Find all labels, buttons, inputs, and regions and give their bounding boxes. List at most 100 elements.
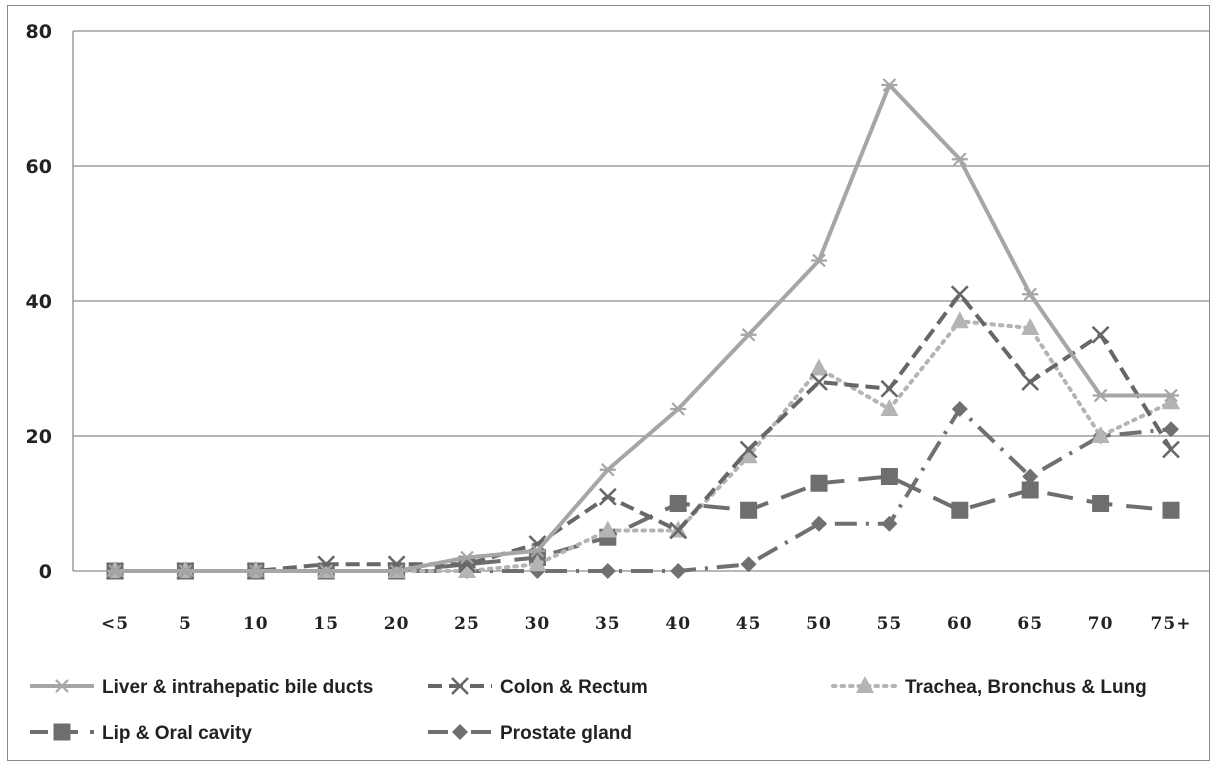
y-tick-label: 40 bbox=[26, 291, 52, 313]
data-point bbox=[1163, 388, 1179, 403]
data-point bbox=[1162, 392, 1180, 410]
legend-marker bbox=[53, 723, 71, 741]
x-tick-label: 60 bbox=[947, 614, 973, 634]
data-point bbox=[1163, 421, 1179, 438]
data-point bbox=[740, 501, 758, 519]
series-5 bbox=[107, 401, 1179, 579]
data-point bbox=[177, 564, 194, 578]
legend-label: Prostate gland bbox=[500, 723, 632, 744]
x-tick-label: 20 bbox=[384, 614, 410, 634]
data-point bbox=[1091, 426, 1110, 443]
series-line bbox=[115, 407, 1172, 573]
x-tick-label: 10 bbox=[243, 614, 269, 634]
series-line bbox=[115, 474, 1172, 573]
data-point bbox=[951, 401, 968, 417]
data-point bbox=[1021, 318, 1040, 335]
data-point bbox=[951, 152, 968, 167]
data-point bbox=[951, 501, 969, 519]
data-point bbox=[670, 402, 687, 416]
series-line bbox=[115, 83, 1171, 573]
data-point bbox=[811, 253, 827, 268]
legend-item: Prostate gland bbox=[428, 723, 632, 744]
x-tick-label: 5 bbox=[179, 614, 192, 634]
x-axis-ticks: <5 5 10 15 20 25 30 35 40 45 50 55 60 65 70 75+ bbox=[101, 614, 1192, 634]
series-4 bbox=[106, 468, 1180, 580]
data-point bbox=[599, 462, 616, 477]
data-point bbox=[107, 564, 123, 578]
x-tick-label: 45 bbox=[736, 614, 762, 634]
x-tick-label: 65 bbox=[1017, 614, 1043, 634]
x-tick-label: 55 bbox=[877, 614, 903, 634]
data-point bbox=[739, 446, 758, 464]
data-point bbox=[1092, 388, 1109, 403]
series-layer bbox=[106, 78, 1180, 580]
legend-item: Lip & Oral cavity bbox=[30, 723, 252, 744]
x-tick-label: 40 bbox=[665, 614, 691, 634]
series-1 bbox=[107, 78, 1179, 578]
data-point bbox=[1162, 501, 1180, 519]
data-point bbox=[880, 379, 899, 398]
data-point bbox=[598, 487, 617, 506]
data-point bbox=[1022, 287, 1039, 302]
data-point bbox=[318, 564, 335, 578]
data-point bbox=[669, 495, 687, 512]
data-point bbox=[1092, 495, 1110, 512]
x-tick-label: 25 bbox=[454, 614, 480, 634]
data-point bbox=[881, 515, 898, 532]
y-tick-label: 0 bbox=[39, 561, 52, 583]
y-axis-ticks: 0 20 40 60 80 bbox=[26, 21, 52, 583]
gridlines bbox=[72, 30, 1210, 572]
legend-label: Liver & intrahepatic bile ducts bbox=[102, 677, 373, 698]
legend-marker bbox=[451, 677, 469, 695]
data-point bbox=[599, 563, 616, 579]
data-point bbox=[740, 556, 757, 573]
data-point bbox=[669, 521, 688, 540]
x-tick-label: 70 bbox=[1088, 614, 1114, 634]
data-point bbox=[810, 373, 828, 391]
data-point bbox=[950, 285, 969, 304]
data-point bbox=[810, 358, 828, 376]
x-tick-label: 50 bbox=[806, 614, 832, 634]
chart-frame bbox=[7, 5, 1210, 761]
data-point bbox=[670, 563, 687, 579]
legend-item: Liver & intrahepatic bile ducts bbox=[30, 677, 373, 698]
data-point bbox=[1162, 440, 1180, 459]
legend-marker bbox=[856, 676, 874, 693]
x-tick-label: 75+ bbox=[1151, 614, 1192, 634]
data-point bbox=[880, 468, 898, 485]
x-tick-label: <5 bbox=[101, 614, 129, 634]
data-point bbox=[740, 327, 757, 342]
legend-label: Colon & Rectum bbox=[500, 677, 648, 698]
data-point bbox=[1091, 325, 1110, 344]
data-point bbox=[1021, 481, 1039, 499]
series-2 bbox=[106, 285, 1180, 580]
x-tick-label: 15 bbox=[313, 614, 339, 634]
data-point bbox=[739, 440, 758, 459]
data-point bbox=[1021, 373, 1040, 391]
data-point bbox=[247, 564, 264, 578]
data-point bbox=[529, 543, 546, 558]
series-line bbox=[113, 319, 1173, 573]
legend-label: Lip & Oral cavity bbox=[102, 723, 252, 744]
legend-marker bbox=[54, 679, 70, 693]
data-point bbox=[598, 520, 617, 538]
data-point bbox=[1022, 468, 1039, 485]
data-point bbox=[459, 550, 475, 565]
y-tick-label: 20 bbox=[26, 426, 52, 448]
data-point bbox=[388, 564, 405, 578]
x-tick-label: 30 bbox=[525, 614, 551, 634]
y-tick-label: 80 bbox=[26, 21, 52, 43]
data-point bbox=[811, 515, 827, 532]
legend: Liver & intrahepatic bile ducts Colon & R… bbox=[30, 676, 1147, 744]
data-point bbox=[880, 399, 899, 416]
series-3 bbox=[106, 311, 1180, 578]
legend-item: Trachea, Bronchus & Lung bbox=[831, 676, 1147, 698]
legend-label: Trachea, Bronchus & Lung bbox=[905, 677, 1147, 698]
y-tick-label: 60 bbox=[26, 156, 52, 178]
data-point bbox=[950, 311, 969, 329]
legend-item: Colon & Rectum bbox=[428, 677, 648, 698]
x-tick-label: 35 bbox=[595, 614, 621, 634]
data-point bbox=[458, 561, 476, 578]
data-point bbox=[810, 474, 828, 492]
